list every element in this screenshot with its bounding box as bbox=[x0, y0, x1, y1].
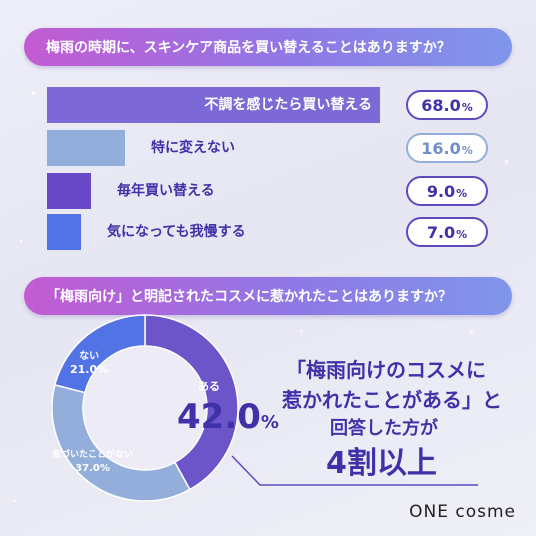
brand-logo: ONE cosme bbox=[409, 502, 516, 522]
value-label: 7.0% bbox=[406, 217, 488, 247]
value-number: 68.0 bbox=[421, 95, 461, 115]
donut-label: ない 21.0% bbox=[70, 350, 108, 376]
callout-line-1: 「梅雨向けのコスメに bbox=[286, 358, 486, 382]
donut-label-text: ある bbox=[198, 380, 220, 393]
donut-label-value: 21.0% bbox=[70, 363, 109, 376]
value-unit: % bbox=[461, 100, 473, 114]
donut-label: 気づいたことがない 37.0% bbox=[52, 449, 133, 475]
sparkle-decoration bbox=[300, 330, 302, 332]
donut-chart bbox=[51, 314, 239, 502]
bar bbox=[47, 173, 91, 209]
bar-label: 毎年買い替える bbox=[117, 183, 215, 199]
highlight-number: 42.0 bbox=[177, 397, 261, 437]
sparkle-decoration bbox=[20, 240, 22, 242]
donut-segment bbox=[51, 383, 191, 502]
bar bbox=[47, 130, 125, 166]
callout-line-2: 惹かれたことがある」と bbox=[282, 388, 502, 412]
value-unit: % bbox=[461, 143, 473, 157]
bar-row: 毎年買い替える bbox=[47, 173, 397, 209]
sparkle-decoration bbox=[14, 500, 16, 502]
bar-row: 特に変えない bbox=[47, 130, 397, 166]
question-1-text: 梅雨の時期に、スキンケア商品を買い替えることはありますか？ bbox=[46, 40, 451, 56]
callout-line-4: 4割以上 bbox=[326, 446, 437, 481]
value-label: 68.0% bbox=[406, 90, 488, 120]
bar bbox=[47, 214, 81, 250]
bar-label: 特に変えない bbox=[151, 140, 235, 156]
bar-label: 気になっても我慢する bbox=[107, 224, 246, 240]
donut-label-text: 気づいたことがない bbox=[52, 450, 134, 460]
question-2-banner: 「梅雨向け」と明記されたコスメに惹かれたことはありますか？ bbox=[24, 277, 512, 315]
highlight-value: 42.0% bbox=[177, 397, 279, 437]
value-label: 9.0% bbox=[406, 176, 488, 206]
value-unit: % bbox=[456, 227, 468, 241]
sparkle-decoration bbox=[470, 330, 473, 333]
sparkle-decoration bbox=[32, 92, 35, 95]
bar-label: 不調を感じたら買い替える bbox=[204, 97, 372, 113]
donut-segment bbox=[54, 314, 146, 394]
callout-line-3: 回答した方が bbox=[330, 418, 438, 439]
bar bbox=[47, 87, 380, 123]
donut-label-value: 37.0% bbox=[75, 463, 110, 474]
question-2-text: 「梅雨向け」と明記されたコスメに惹かれたことはありますか？ bbox=[46, 289, 452, 305]
question-1-banner: 梅雨の時期に、スキンケア商品を買い替えることはありますか？ bbox=[24, 28, 512, 66]
value-number: 16.0 bbox=[421, 138, 461, 158]
bar-row: 気になっても我慢する bbox=[47, 214, 397, 250]
value-label: 16.0% bbox=[406, 133, 488, 163]
donut-segment bbox=[144, 314, 239, 491]
donut-label-text: ない bbox=[79, 351, 100, 362]
donut-hole bbox=[84, 347, 206, 469]
value-unit: % bbox=[456, 186, 468, 200]
value-number: 7.0 bbox=[426, 222, 456, 242]
bar-row: 不調を感じたら買い替える bbox=[47, 87, 397, 123]
sparkle-decoration bbox=[505, 160, 508, 163]
donut-label: ある bbox=[198, 380, 220, 393]
value-number: 9.0 bbox=[426, 181, 456, 201]
highlight-unit: % bbox=[260, 412, 279, 433]
